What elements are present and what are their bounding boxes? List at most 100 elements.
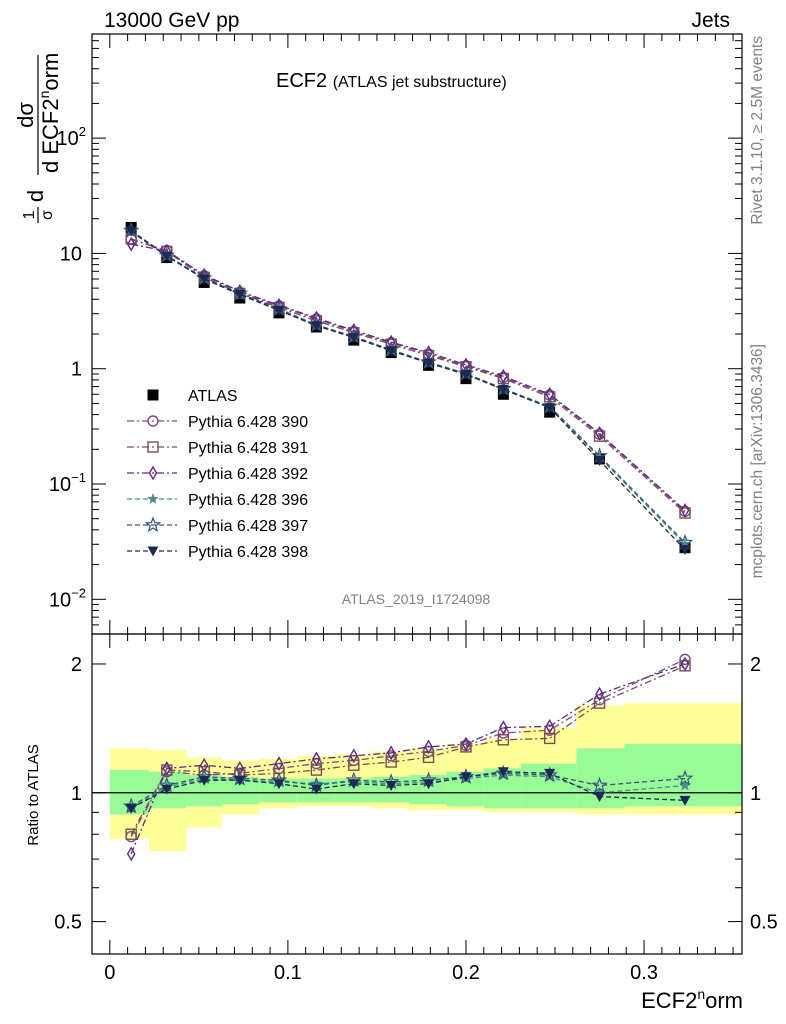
header-right: Jets xyxy=(691,9,730,32)
main-point-p392 xyxy=(126,236,136,252)
ratio-y-tick-label-left: 1 xyxy=(71,783,82,805)
ratio-point-p398 xyxy=(460,772,472,783)
main-point-p398 xyxy=(198,274,210,285)
ratio-y-tick-label-left: 0.5 xyxy=(54,912,82,934)
inner-band-bin xyxy=(334,778,372,803)
main-point-p398 xyxy=(161,251,173,262)
rivet-side-text: Rivet 3.1.10, ≥ 2.5M events xyxy=(749,36,766,225)
legend-marker-p390 xyxy=(147,415,159,427)
main-point-p398 xyxy=(310,321,322,332)
legend-label-atlas: ATLAS xyxy=(188,388,238,405)
plot-title: ECF2 (ATLAS jet substructure) xyxy=(276,70,507,92)
ratio-point-p391 xyxy=(460,741,472,753)
legend-label-p397: Pythia 6.428 397 xyxy=(188,518,308,535)
ratio-point-p391 xyxy=(125,828,137,840)
main-y-tick-label-base: 10 xyxy=(57,128,79,150)
ratio-point-p398 xyxy=(310,784,322,795)
legend-label-p391: Pythia 6.428 391 xyxy=(188,440,308,457)
main-point-p396 xyxy=(679,538,691,550)
legend-marker-p398 xyxy=(147,546,159,557)
main-series-line-p392 xyxy=(131,243,686,511)
x-tick-label: 0 xyxy=(104,962,115,984)
ratio-series-line-p390 xyxy=(130,658,686,837)
ratio-point-p392 xyxy=(162,761,172,776)
ratio-point-p392 xyxy=(349,748,359,764)
x-axis-label: ECF2norm xyxy=(641,986,743,1013)
ratio-y-tick-label-left: 2 xyxy=(71,654,82,676)
ratio-point-p392 xyxy=(680,656,690,672)
ratio-point-p391 xyxy=(385,756,397,768)
ratio-point-p392 xyxy=(461,736,471,752)
main-y-tick-label: 1 xyxy=(71,359,82,381)
main-y-tick-label: 10−1 xyxy=(49,470,86,496)
main-y-tick-label-exp: 2 xyxy=(79,124,86,139)
legend-entry-p392: Pythia 6.428 392 xyxy=(127,465,308,483)
ratio-series-line-p391 xyxy=(130,665,686,835)
ratio-point-p398 xyxy=(497,767,509,778)
ratio-point-p392 xyxy=(499,720,508,736)
legend-marker-p397 xyxy=(144,516,162,533)
main-point-p398 xyxy=(544,403,556,414)
main-series-line-p397 xyxy=(130,229,686,544)
main-point-p398 xyxy=(423,358,435,369)
legend-label-p392: Pythia 6.428 392 xyxy=(188,466,308,483)
header-left: 13000 GeV pp xyxy=(104,9,239,32)
main-point-p398 xyxy=(460,370,472,381)
main-y-tick-label-exp: −1 xyxy=(71,470,86,485)
ratio-series-line-p392 xyxy=(130,663,686,855)
main-series-line-p398 xyxy=(130,230,686,551)
ratio-y-tick-label-right: 2 xyxy=(750,654,761,676)
ratio-point-p391 xyxy=(593,697,606,709)
ratio-point-p396 xyxy=(679,779,691,791)
ratio-y-axis: 0.5 0.5 1 1 2 2 xyxy=(54,654,778,934)
ratio-point-p397 xyxy=(591,776,608,793)
ratio-uncertainty-bands xyxy=(92,703,742,852)
ratio-point-p390 xyxy=(385,750,397,762)
legend-entry-p396: Pythia 6.428 396 xyxy=(127,492,308,509)
ratio-point-p392 xyxy=(424,739,433,755)
legend: ATLAS Pythia 6.428 390 Pythia 6.428 391 Pyt… xyxy=(127,388,308,561)
ratio-point-p392 xyxy=(312,751,321,767)
ratio-point-p398 xyxy=(348,779,360,790)
main-point-p398 xyxy=(348,333,360,344)
main-series-line-p390 xyxy=(130,238,686,512)
main-point-p392 xyxy=(595,425,604,441)
main-y-tick-label-base: 1 xyxy=(71,359,82,381)
ratio-point-p392 xyxy=(595,686,604,702)
legend-entry-p398: Pythia 6.428 398 xyxy=(127,544,308,561)
ratio-point-p398 xyxy=(161,784,173,795)
ratio-point-p398 xyxy=(679,795,691,806)
ratio-panel-frame xyxy=(91,633,743,955)
ratio-point-p397 xyxy=(676,769,694,786)
ratio-point-p398 xyxy=(273,779,285,790)
main-point-p398 xyxy=(273,305,285,316)
main-point-p392 xyxy=(680,503,690,518)
ratio-point-p391 xyxy=(348,759,360,771)
main-series-group xyxy=(122,221,694,556)
legend-marker-p391 xyxy=(147,441,159,453)
ratio-point-p398 xyxy=(544,768,556,779)
ratio-point-p398 xyxy=(234,775,246,786)
ratio-series-line-p398 xyxy=(130,771,686,809)
main-point-p398 xyxy=(679,545,691,556)
legend-entry-atlas: ATLAS xyxy=(147,388,238,405)
main-series-p398 xyxy=(125,226,691,556)
ratio-point-p390 xyxy=(497,727,510,739)
legend-marker-atlas xyxy=(147,389,159,401)
mcplots-side-text: mcplots.cern.ch [arXiv:1306.3436] xyxy=(749,344,766,578)
ratio-y-tick-label-right: 1 xyxy=(750,783,761,805)
ylabel-d-ecf2: d ECF2norm xyxy=(36,53,63,173)
ratio-series-p398 xyxy=(125,767,691,814)
main-y-tick-label-base: 10 xyxy=(49,589,71,611)
main-point-p391 xyxy=(679,507,691,519)
x-tick-label: 0.3 xyxy=(630,962,658,984)
ylabel-d: d xyxy=(23,190,48,202)
ratio-y-tick-label-right: 0.5 xyxy=(750,912,778,934)
ratio-point-p398 xyxy=(423,779,435,790)
main-y-tick-label: 10−2 xyxy=(49,585,86,611)
ratio-series-line-p396 xyxy=(130,774,686,809)
ratio-point-p396 xyxy=(310,777,323,789)
main-point-p398 xyxy=(385,346,397,357)
